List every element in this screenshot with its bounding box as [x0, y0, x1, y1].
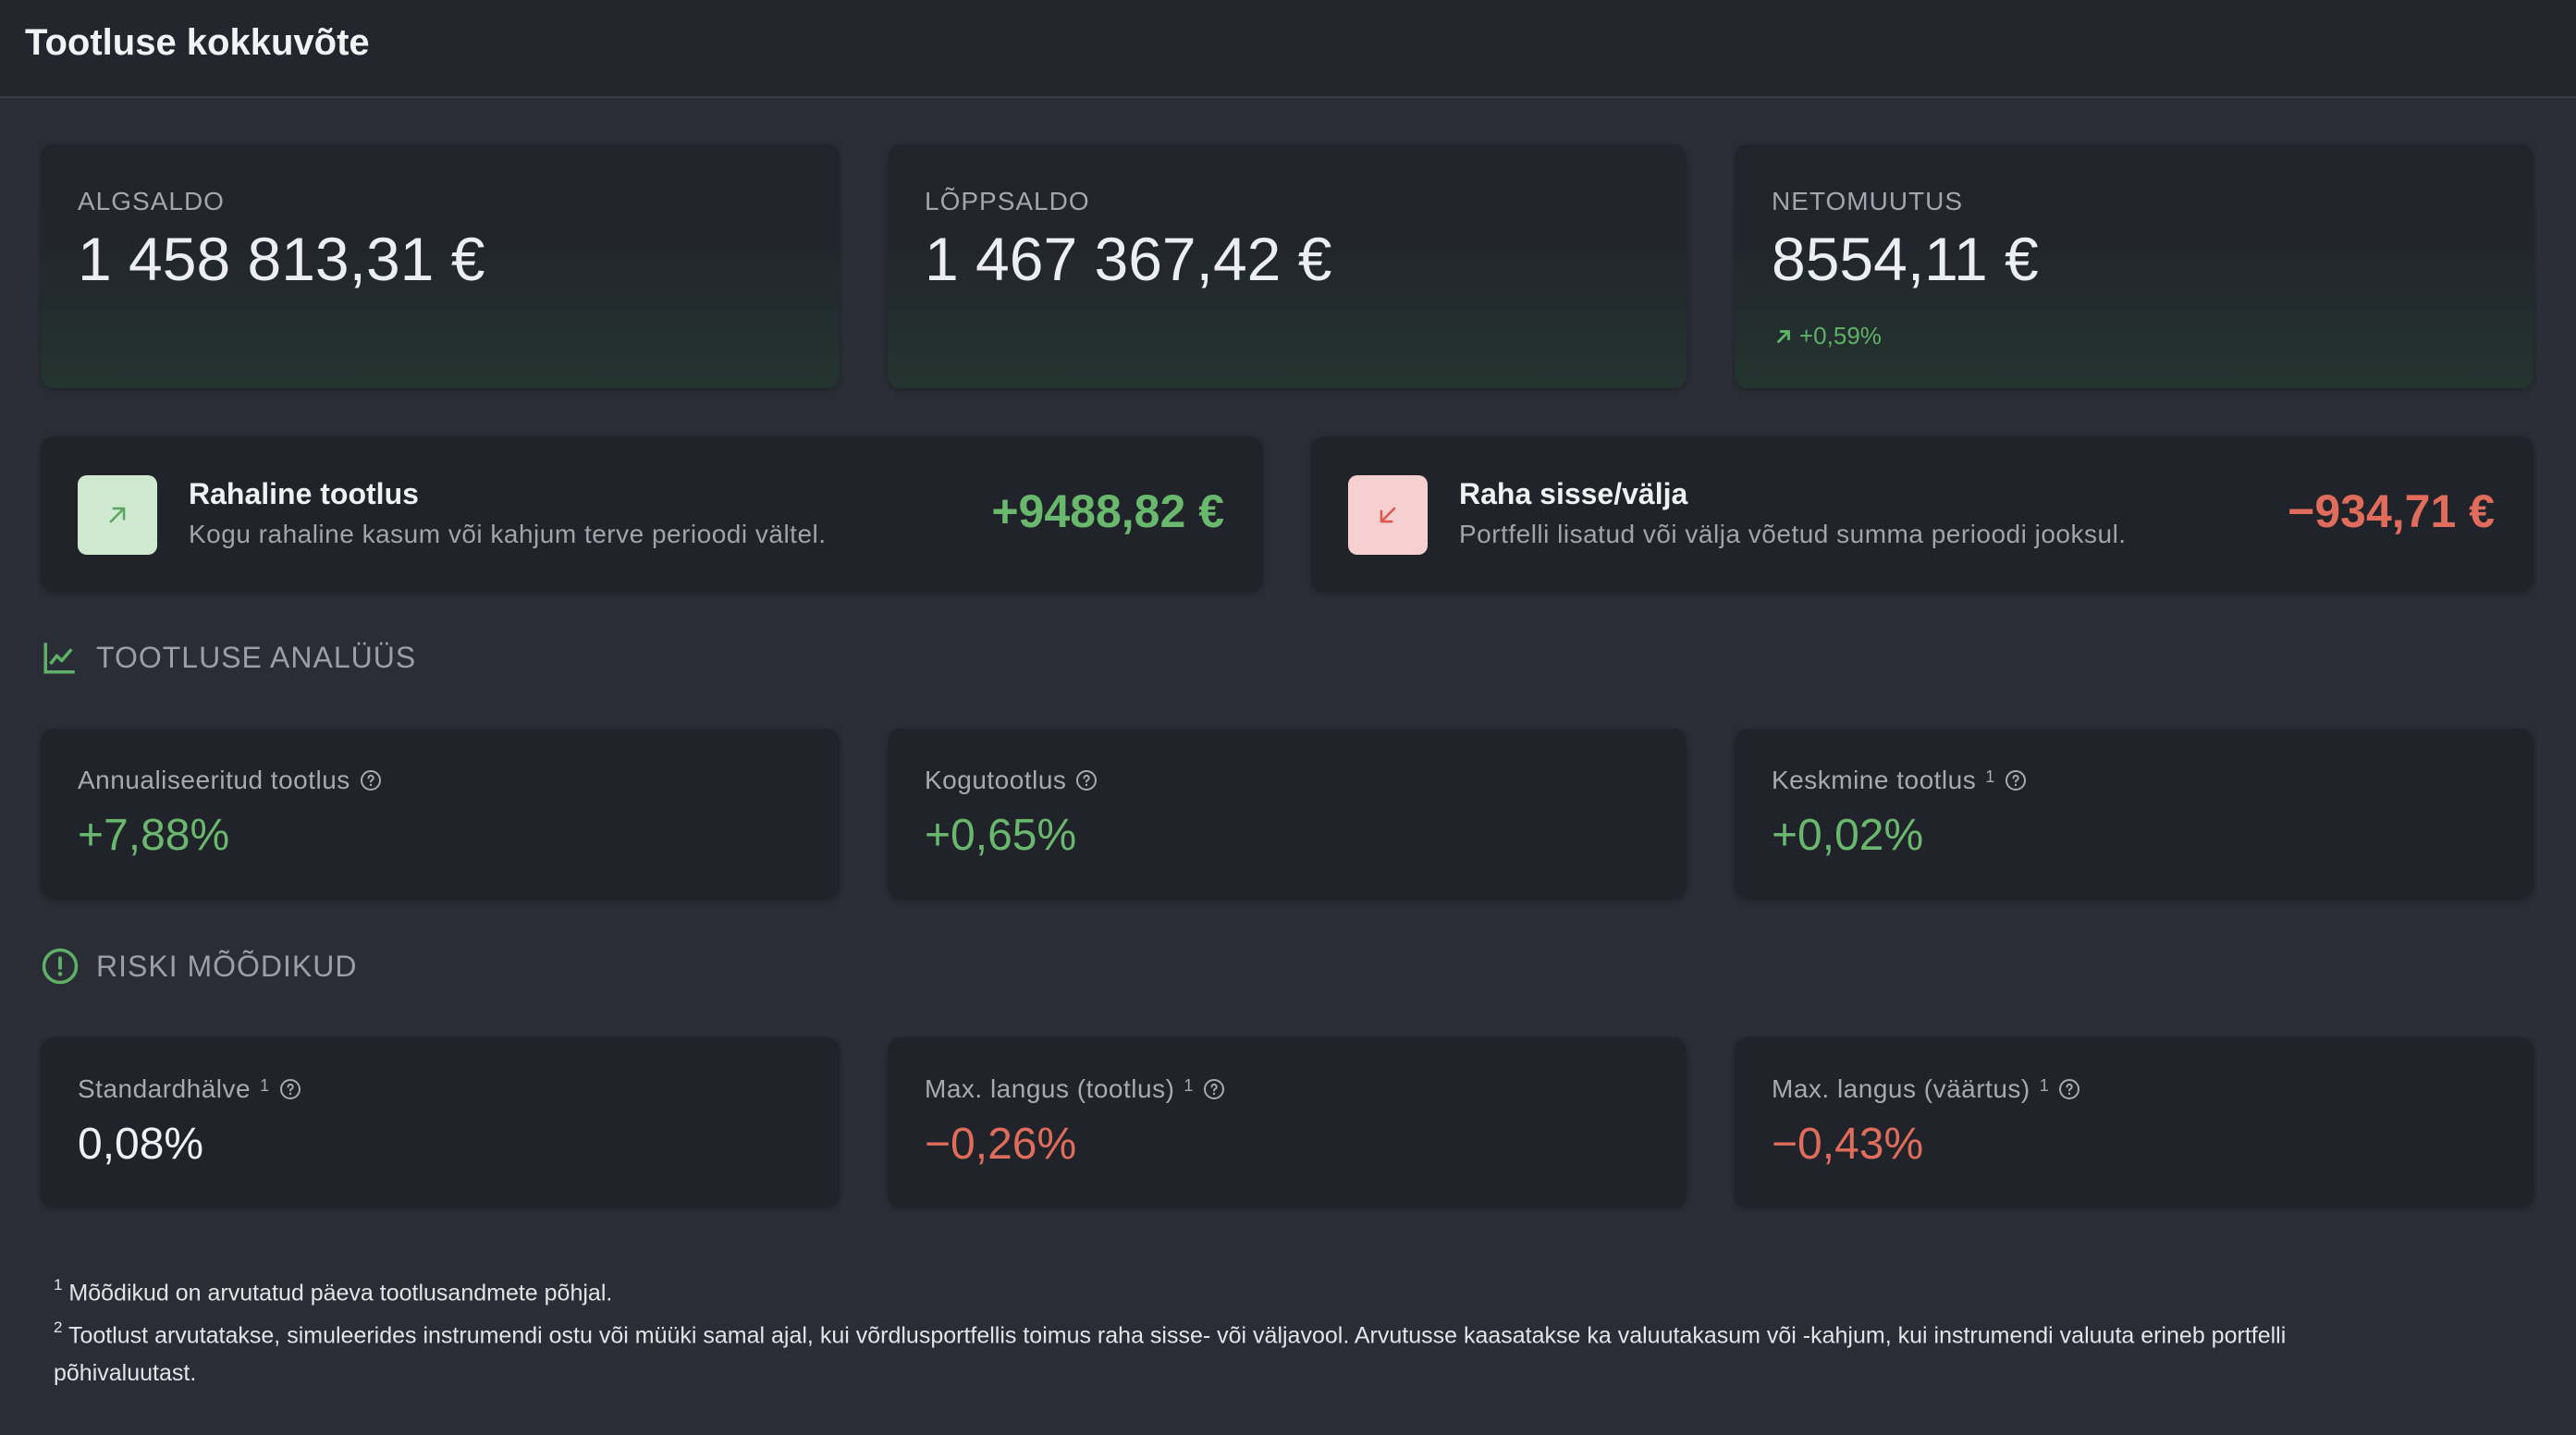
max-drawdown-value-value: −0,43%: [1772, 1120, 1924, 1169]
end-balance-value: 1 467 367,42 €: [925, 225, 1332, 293]
max-drawdown-value-label-text: Max. langus (väärtus): [1772, 1074, 2030, 1103]
cash-flow-amount: −934,71 €: [2288, 485, 2495, 537]
annualized-return-value: +7,88%: [78, 811, 230, 860]
risk-section-title: RISKI MÕÕDIKUD: [96, 949, 358, 983]
footnote-2: 2 Tootlust arvutatakse, simuleerides ins…: [54, 1311, 2421, 1391]
std-dev-value: 0,08%: [78, 1120, 204, 1169]
average-return-label: Keskmine tootlus 1: [1772, 766, 2027, 795]
total-return-label-text: Kogutootlus: [925, 766, 1067, 794]
footnotes: 1 Mõõdikud on arvutatud päeva tootlusand…: [54, 1269, 2421, 1392]
annualized-return-label: Annualiseeritud tootlus: [78, 766, 382, 795]
average-return-label-text: Keskmine tootlus: [1772, 766, 1977, 794]
help-icon[interactable]: [2005, 769, 2027, 791]
start-balance-value: 1 458 813,31 €: [78, 225, 485, 293]
page-title: Tootluse kokkuvõte: [25, 22, 370, 63]
max-drawdown-value-card: Max. langus (väärtus) 1 −0,43%: [1735, 1037, 2533, 1208]
footnote-marker: 1: [260, 1075, 270, 1095]
cash-flow-title: Raha sisse/välja: [1459, 477, 1688, 510]
net-change-label: NETOMUUTUS: [1772, 187, 1964, 215]
start-balance-card: ALGSALDO 1 458 813,31 €: [41, 144, 840, 388]
monetary-return-title: Rahaline tootlus: [189, 477, 419, 510]
start-balance-label: ALGSALDO: [78, 187, 225, 215]
net-change-card: NETOMUUTUS 8554,11 € +0,59%: [1735, 144, 2533, 388]
annualized-return-label-text: Annualiseeritud tootlus: [78, 766, 350, 794]
max-drawdown-value-label: Max. langus (väärtus) 1: [1772, 1074, 2080, 1104]
net-change-value: 8554,11 €: [1772, 225, 2039, 293]
monetary-return-amount: +9488,82 €: [991, 485, 1224, 537]
net-change-percent-text: +0,59%: [1799, 322, 1882, 350]
cash-flow-subtitle: Portfelli lisatud või välja võetud summa…: [1459, 520, 2127, 548]
std-dev-card: Standardhälve 1 0,08%: [41, 1037, 840, 1208]
risk-section-header: RISKI MÕÕDIKUD: [41, 947, 357, 986]
analysis-section-header: TOOTLUSE ANALÜÜS: [41, 638, 416, 677]
total-return-card: Kogutootlus +0,65%: [888, 729, 1687, 899]
arrow-up-right-icon: [109, 507, 126, 523]
arrow-down-left-icon: [1380, 507, 1396, 523]
line-chart-icon: [43, 643, 75, 674]
page-header: Tootluse kokkuvõte: [0, 0, 2576, 98]
max-drawdown-return-label: Max. langus (tootlus) 1: [925, 1074, 1225, 1104]
help-icon[interactable]: [1203, 1078, 1225, 1100]
average-return-value: +0,02%: [1772, 811, 1924, 860]
help-icon[interactable]: [2058, 1078, 2080, 1100]
cash-flow-icon-box: [1348, 475, 1428, 555]
alert-circle-icon: [42, 948, 79, 985]
std-dev-label: Standardhälve 1: [78, 1074, 301, 1104]
end-balance-label: LÕPPSALDO: [925, 187, 1090, 215]
help-icon[interactable]: [1075, 769, 1098, 791]
help-icon[interactable]: [279, 1078, 301, 1100]
cash-flow-card: Raha sisse/välja Portfelli lisatud või v…: [1311, 436, 2533, 592]
max-drawdown-return-value: −0,26%: [925, 1120, 1077, 1169]
total-return-label: Kogutootlus: [925, 766, 1098, 795]
footnote-marker: 1: [1184, 1075, 1194, 1095]
footnote-2-text: Tootlust arvutatakse, simuleerides instr…: [54, 1322, 2287, 1386]
std-dev-label-text: Standardhälve: [78, 1074, 251, 1103]
footnote-1: 1 Mõõdikud on arvutatud päeva tootlusand…: [54, 1269, 2421, 1311]
max-drawdown-return-label-text: Max. langus (tootlus): [925, 1074, 1175, 1103]
footnote-1-text: Mõõdikud on arvutatud päeva tootlusandme…: [68, 1280, 613, 1306]
help-icon[interactable]: [360, 769, 382, 791]
max-drawdown-return-card: Max. langus (tootlus) 1 −0,26%: [888, 1037, 1687, 1208]
net-change-percent: +0,59%: [1773, 322, 1882, 350]
average-return-card: Keskmine tootlus 1 +0,02%: [1735, 729, 2533, 899]
monetary-return-subtitle: Kogu rahaline kasum või kahjum terve per…: [189, 520, 827, 548]
arrow-up-right-icon: [1777, 329, 1790, 343]
annualized-return-card: Annualiseeritud tootlus +7,88%: [41, 729, 840, 899]
footnote-2-mark: 2: [54, 1318, 63, 1337]
end-balance-card: LÕPPSALDO 1 467 367,42 €: [888, 144, 1687, 388]
monetary-return-card: Rahaline tootlus Kogu rahaline kasum või…: [41, 436, 1263, 592]
analysis-section-title: TOOTLUSE ANALÜÜS: [96, 640, 417, 674]
total-return-value: +0,65%: [925, 811, 1077, 860]
footnote-marker: 1: [2039, 1075, 2050, 1095]
footnote-marker: 1: [1985, 767, 1995, 786]
footnote-1-mark: 1: [54, 1276, 63, 1294]
monetary-return-icon-box: [78, 475, 157, 555]
